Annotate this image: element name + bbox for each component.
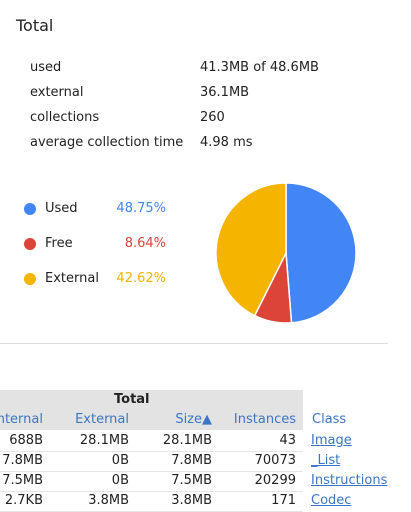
- legend-dot: [24, 203, 36, 215]
- pie-slice: [285, 182, 357, 324]
- column-header[interactable]: Instances: [233, 412, 296, 427]
- stat-value: 260: [200, 110, 225, 125]
- stat-label: collections: [30, 110, 100, 125]
- stat-label: average collection time: [30, 135, 184, 150]
- title: Total: [16, 16, 54, 35]
- stat-value: 41.3MB of 48.6MB: [200, 60, 319, 75]
- table-cell: 20299: [254, 473, 296, 488]
- stat-label: used: [30, 60, 62, 75]
- table-cell: 7.5MB: [171, 473, 212, 488]
- divider: [0, 343, 388, 344]
- class-link[interactable]: Instructions: [311, 473, 388, 488]
- legend-percent: 42.62%: [116, 271, 166, 286]
- row-separator: [0, 491, 303, 492]
- class-link[interactable]: _List: [311, 453, 341, 468]
- row-separator: [0, 471, 303, 472]
- table-cell: 0B: [111, 453, 129, 468]
- table-cell: 70073: [254, 453, 296, 468]
- table-group-header: Total: [114, 392, 150, 407]
- column-header[interactable]: Size▲: [175, 412, 212, 427]
- table-cell: 7.5MB: [2, 473, 43, 488]
- table-cell: 43: [279, 433, 296, 448]
- legend-name: Free: [45, 236, 73, 251]
- class-link[interactable]: Image: [311, 433, 352, 448]
- legend-dot: [24, 238, 36, 250]
- table-cell: 7.8MB: [171, 453, 212, 468]
- column-header[interactable]: External: [75, 412, 129, 427]
- table-cell: 0B: [111, 473, 129, 488]
- class-link[interactable]: Codec: [311, 493, 352, 508]
- pie-slice: [215, 182, 287, 317]
- table-cell: 688B: [9, 433, 43, 448]
- table-cell: 28.1MB: [162, 433, 212, 448]
- stat-value: 36.1MB: [200, 85, 250, 100]
- table-cell: 28.1MB: [79, 433, 129, 448]
- column-header[interactable]: Class: [312, 412, 347, 427]
- legend-name: Used: [45, 201, 78, 216]
- row-separator: [0, 451, 303, 452]
- legend-percent: 8.64%: [124, 236, 166, 251]
- table-cell: 7.8MB: [2, 453, 43, 468]
- stat-value: 4.98 ms: [200, 135, 253, 150]
- legend-percent: 48.75%: [116, 201, 166, 216]
- column-header[interactable]: nternal: [0, 412, 43, 427]
- legend-dot: [24, 273, 36, 285]
- table-header-background: [0, 390, 303, 430]
- table-cell: 171: [271, 493, 296, 508]
- stat-label: external: [30, 85, 84, 100]
- legend-name: External: [45, 271, 99, 286]
